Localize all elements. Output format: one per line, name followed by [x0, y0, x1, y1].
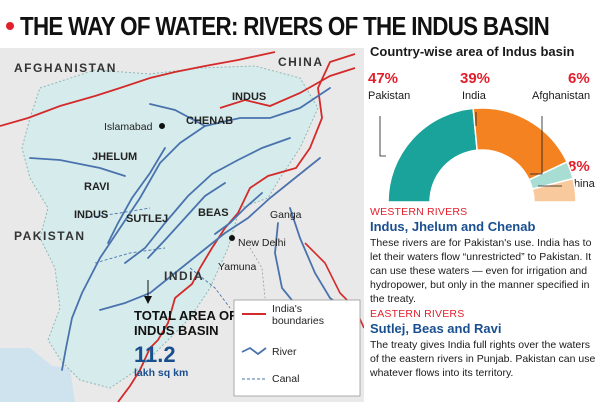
eastern-body: The treaty gives India full rights over … [370, 339, 596, 379]
river-ravi [147, 182, 226, 259]
label-river-indus-upper: INDUS [232, 91, 266, 103]
legend-river-swatch [241, 346, 267, 356]
label-china: CHINA [278, 55, 324, 69]
legend-boundary-line-2: boundaries [272, 315, 324, 327]
legend-boundary-line-1: India's [272, 303, 302, 315]
western-label: WESTERN RIVERS [370, 206, 468, 218]
total-area-label-1: TOTAL AREA OF [134, 308, 237, 323]
pct-india: 39% [460, 70, 491, 87]
title-row: THE WAY OF WATER: RIVERS OF THE INDUS BA… [6, 4, 600, 48]
label-islamabad: Islamabad [104, 121, 153, 133]
label-ganga: Ganga [270, 209, 302, 221]
leader-afghanistan [530, 116, 543, 175]
pct-afghanistan: 6% [568, 70, 590, 87]
eastern-label: EASTERN RIVERS [370, 308, 465, 320]
half-donut-chart [379, 107, 577, 203]
label-pakistan: PAKISTAN [14, 229, 86, 243]
legend-canal-label: Canal [272, 373, 299, 385]
legend-boundary-label: India's boundaries [272, 303, 324, 327]
city-new-delhi-dot [229, 235, 235, 241]
pakistan-boundary-line [0, 51, 276, 127]
label-river-beas: BEAS [198, 207, 229, 219]
label-river-ravi: RAVI [84, 181, 109, 193]
legend-box [233, 299, 361, 397]
map-sea [0, 348, 75, 402]
map-legend: India's boundaries River Canal [233, 299, 361, 397]
info-panel: Country-wise area of Indus basin 47% Pak… [366, 44, 598, 402]
total-area-unit: lakh sq km [134, 367, 188, 379]
western-rivers-section: WESTERN RIVERS Indus, Jhelum and Chenab … [370, 206, 596, 306]
river-beas [214, 192, 263, 235]
river-indus-upper [149, 103, 206, 127]
eastern-heading: Sutlej, Beas and Ravi [370, 321, 502, 336]
label-river-jhelum: JHELUM [92, 151, 137, 163]
river-jhelum [107, 147, 166, 244]
label-india: INDIA [164, 269, 204, 283]
river-kabul [29, 157, 126, 177]
country-india: India [462, 90, 486, 102]
western-heading: Indus, Jhelum and Chenab [370, 219, 536, 234]
city-islamabad-dot [159, 123, 165, 129]
country-pakistan: Pakistan [368, 90, 411, 102]
label-river-chenab: CHENAB [186, 115, 233, 127]
label-afghanistan: AFGHANISTAN [14, 61, 117, 75]
indus-basin-map: AFGHANISTAN CHINA PAKISTAN INDIA INDUS C… [0, 48, 364, 402]
eastern-rivers-section: EASTERN RIVERS Sutlej, Beas and Ravi The… [370, 308, 596, 380]
canal-network [84, 207, 231, 309]
arrow-head-icon [144, 296, 152, 304]
donut-slices [387, 107, 577, 203]
label-river-indus: INDUS [74, 209, 108, 221]
india-china-boundary-line [219, 67, 356, 109]
river-chenab [124, 137, 291, 264]
country-afghanistan: Afghanistan [532, 90, 591, 102]
title-bullet-icon [6, 22, 14, 30]
total-area-label-2: INDUS BASIN [134, 323, 219, 338]
indus-basin-area [21, 65, 319, 389]
total-area-value: 11.2 [134, 342, 176, 367]
river-sutlej [99, 157, 321, 311]
western-body: These rivers are for Pakistan's use. Ind… [370, 237, 592, 305]
label-river-sutlej: SUTLEJ [126, 213, 168, 225]
pct-china: 8% [568, 158, 590, 175]
label-yamuna: Yamuna [218, 261, 256, 273]
pct-pakistan: 47% [368, 70, 399, 87]
donut-slice-pakistan [387, 107, 478, 203]
page-title: THE WAY OF WATER: RIVERS OF THE INDUS BA… [20, 10, 550, 41]
legend-river-label: River [272, 346, 297, 358]
river-indus [61, 87, 331, 371]
label-new-delhi: New Delhi [238, 237, 286, 249]
chart-title: Country-wise area of Indus basin [370, 44, 575, 59]
leader-pakistan [379, 116, 386, 157]
donut-slice-china [531, 177, 577, 203]
